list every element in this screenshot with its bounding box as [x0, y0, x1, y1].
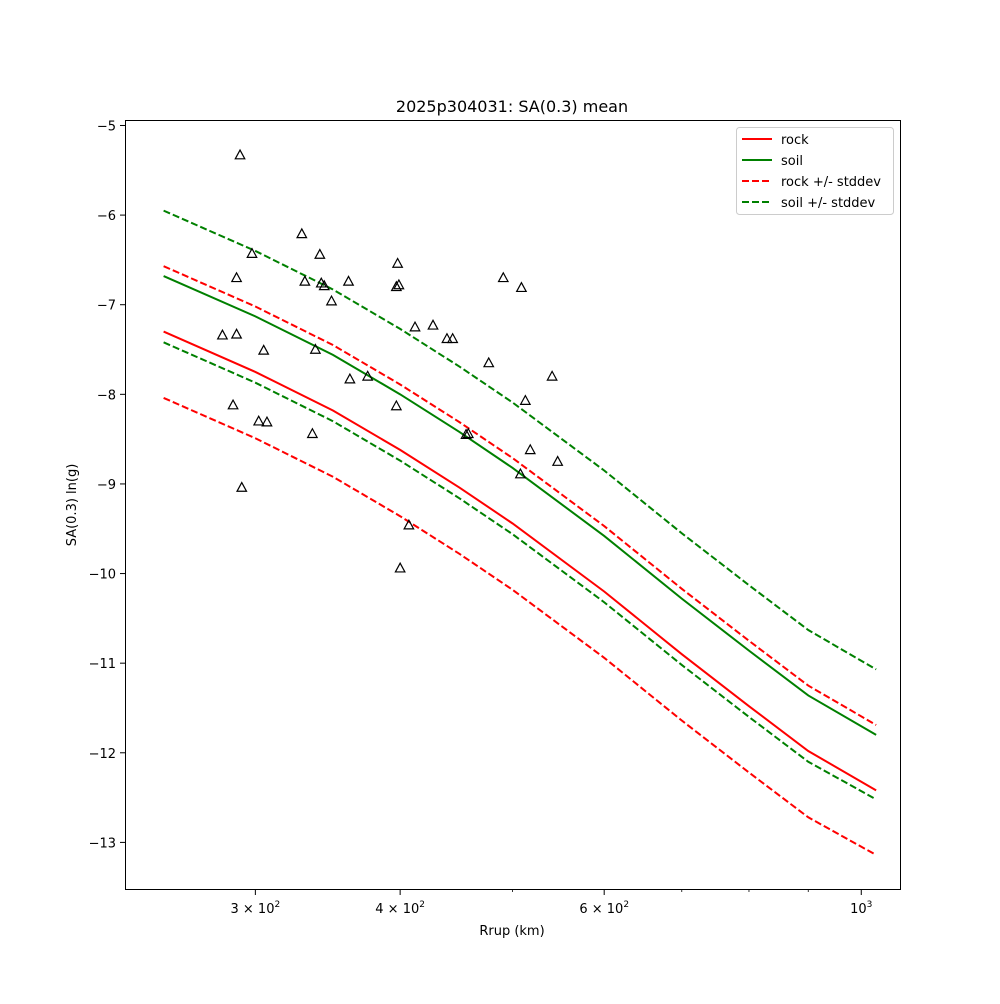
observation-point: [216, 328, 229, 340]
observation-point: [524, 443, 536, 455]
y-axis: −5 −6 −7 −8 −9 −10 −11 −12 −13: [89, 119, 126, 851]
observation-point: [314, 248, 326, 259]
observation-point: [361, 370, 374, 381]
observation-point: [227, 398, 239, 410]
series-line-soil-stddev-4: [163, 209, 877, 671]
plot-area-frame: [125, 120, 901, 890]
observation-point: [546, 370, 558, 381]
y-tick-label: −11: [89, 657, 116, 672]
observation-point: [482, 356, 495, 368]
series-line-soil-1: [163, 275, 877, 736]
x-tick-label: 103: [850, 900, 872, 917]
observation-point: [446, 332, 459, 344]
y-tick-label: −8: [97, 388, 116, 403]
observation-point: [318, 279, 330, 291]
observation-point: [391, 257, 404, 268]
observation-point: [551, 455, 564, 466]
observation-point: [390, 399, 403, 411]
legend-label: soil: [781, 154, 803, 169]
observation-point: [515, 281, 528, 293]
x-axis: 3 × 102 4 × 102 6 × 102 103: [231, 889, 872, 917]
series-line-rock-stddev-2: [163, 265, 877, 726]
observation-point: [460, 428, 472, 439]
observation-point: [299, 275, 311, 286]
observation-point: [514, 467, 527, 479]
observation-point: [519, 394, 532, 405]
x-axis-label: Rrup (km): [479, 924, 544, 939]
observation-point: [497, 271, 510, 283]
y-tick-label: −12: [89, 747, 116, 762]
x-tick-label: 6 × 102: [579, 900, 629, 917]
legend-label: soil +/- stddev: [781, 196, 876, 211]
y-tick-label: −13: [89, 836, 116, 851]
observation-point: [325, 294, 338, 306]
y-tick-label: −5: [97, 119, 116, 134]
observation-point: [230, 328, 243, 339]
observation-point: [257, 344, 270, 355]
x-tick-label: 3 × 102: [231, 900, 281, 917]
observation-point: [390, 280, 403, 292]
y-tick-label: −6: [97, 209, 116, 224]
observation-point: [252, 414, 265, 426]
series-line-stddev-lower-3: [163, 396, 877, 856]
legend-label: rock: [781, 133, 809, 148]
observation-point: [441, 332, 453, 344]
observation-point: [296, 227, 308, 239]
y-axis-label: SA(0.3) ln(g): [65, 464, 80, 547]
legend-frame: [736, 127, 894, 215]
observation-point: [230, 271, 243, 283]
observation-point: [306, 427, 319, 439]
observation-point: [394, 561, 406, 573]
observation-point: [462, 427, 475, 439]
series-line-rock-0: [163, 330, 877, 792]
series-layer: [163, 209, 877, 856]
y-tick-label: −9: [97, 478, 116, 493]
observation-point: [393, 278, 405, 290]
x-tick-label: 4 × 102: [375, 900, 425, 917]
observation-point: [234, 148, 246, 160]
legend-label: rock +/- stddev: [781, 175, 881, 190]
observation-point: [236, 481, 248, 492]
observation-point: [246, 247, 258, 258]
observation-point: [344, 372, 356, 384]
legend: rock soil rock +/- stddev soil +/- stddev: [736, 127, 894, 215]
observation-point: [409, 320, 421, 332]
observation-point: [403, 518, 415, 530]
y-tick-label: −10: [89, 568, 116, 583]
observation-point: [342, 275, 355, 286]
chart-title: 2025p304031: SA(0.3) mean: [396, 97, 628, 116]
observation-points: [216, 148, 564, 573]
observation-point: [309, 343, 322, 354]
series-line-stddev-lower-5: [163, 341, 877, 801]
y-tick-label: −7: [97, 299, 116, 314]
observation-point: [261, 415, 273, 427]
observation-point: [427, 319, 439, 330]
